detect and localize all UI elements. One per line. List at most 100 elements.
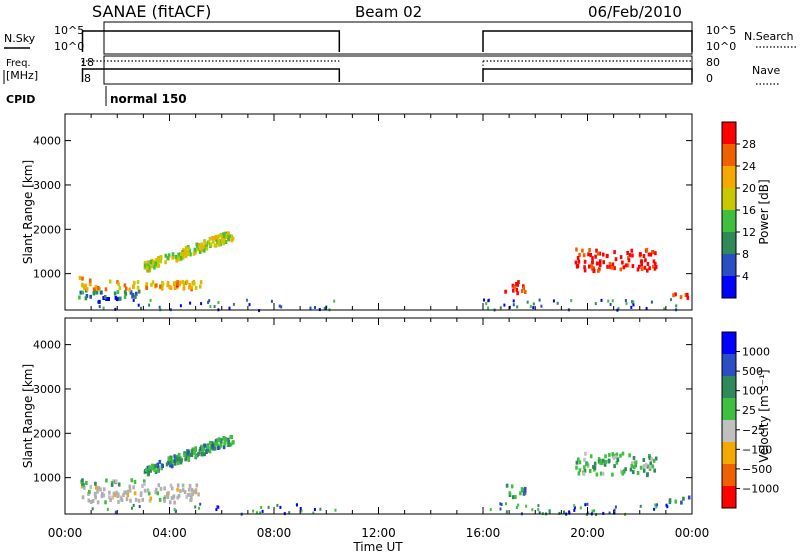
range-gate-cell (193, 247, 197, 252)
range-gate-cell (214, 235, 217, 240)
range-gate-cell (613, 266, 616, 271)
range-gate-cell (622, 265, 626, 270)
range-gate-cell (155, 283, 158, 288)
range-gate-cell (213, 305, 216, 308)
range-gate-cell (663, 307, 666, 311)
range-gate-cell (96, 500, 100, 505)
range-gate-cell (640, 267, 644, 272)
range-gate-cell (176, 282, 179, 286)
range-gate-cell (516, 291, 519, 296)
range-gate-cell (224, 233, 227, 238)
range-gate-cell (613, 508, 616, 512)
range-gate-cell (230, 234, 234, 239)
nave-tick-top: 80 (706, 56, 720, 69)
range-gate-cell (607, 299, 610, 303)
range-gate-cell (489, 508, 492, 512)
range-gate-cell (606, 264, 609, 269)
range-gate-cell (540, 304, 543, 308)
nsky-tick-bottom: 10^0 (54, 40, 84, 53)
range-gate-cell (563, 510, 565, 514)
range-gate-cell (190, 495, 193, 500)
range-gate-cell (97, 486, 101, 491)
range-gate-cell (89, 484, 92, 489)
range-gate-cell (609, 302, 612, 306)
range-gate-cell (581, 248, 584, 253)
range-gate-cell (123, 295, 127, 300)
range-gate-cell (170, 464, 174, 469)
cpid-value: normal 150 (110, 92, 187, 106)
range-gate-cell (229, 442, 233, 447)
range-gate-cell (505, 502, 507, 506)
range-gate-cell (603, 462, 607, 467)
range-gate-cell (483, 298, 485, 302)
range-gate-cell (105, 478, 108, 483)
range-gate-cell (523, 488, 527, 493)
range-gate-cell (177, 493, 181, 498)
range-gate-cell (81, 290, 85, 295)
range-gate-cell (197, 492, 200, 497)
range-gate-cell (589, 253, 593, 257)
range-gate-cell (112, 479, 115, 484)
range-gate-cell (94, 495, 97, 500)
freq-label-line1: Freq. (6, 58, 31, 69)
range-gate-cell (552, 299, 555, 303)
range-gate-cell (626, 263, 630, 268)
range-gate-cell (128, 488, 132, 493)
range-gate-cell (132, 284, 135, 289)
range-gate-cell (232, 440, 235, 445)
range-gate-cell (199, 450, 203, 455)
range-gate-cell (503, 303, 506, 307)
range-gate-cell (194, 286, 198, 290)
range-gate-cell (224, 240, 228, 244)
range-gate-cell (616, 458, 620, 462)
range-gate-cell (216, 235, 219, 240)
range-gate-cell (109, 498, 112, 503)
range-gate-cell (191, 492, 194, 497)
range-gate-cell (312, 511, 315, 515)
range-gate-cell (149, 298, 152, 302)
velocity-scatter-data (80, 435, 691, 517)
colorbar-tick-label: 16 (742, 204, 756, 217)
range-gate-cell (485, 302, 488, 306)
range-gate-cell (684, 293, 688, 297)
range-gate-cell (209, 305, 212, 308)
range-gate-cell (158, 497, 162, 502)
range-gate-cell (155, 487, 158, 492)
range-gate-cell (654, 251, 657, 256)
range-gate-cell (211, 443, 215, 448)
colorbar-segment (722, 276, 736, 298)
range-gate-cell (89, 294, 92, 299)
range-gate-cell (588, 248, 591, 252)
range-gate-cell (215, 442, 218, 447)
range-gate-cell (194, 488, 198, 493)
range-gate-cell (213, 446, 217, 451)
time-axis-ticks: 00:00 04:00 08:00 12:00 16:00 20:00 00:00 (48, 526, 710, 540)
range-gate-cell (167, 491, 170, 496)
range-gate-cell (624, 467, 627, 472)
range-gate-cell (227, 231, 230, 236)
range-gate-cell (270, 299, 273, 303)
range-gate-cell (168, 457, 171, 462)
range-gate-cell (646, 464, 650, 469)
range-gate-cell (646, 472, 649, 477)
range-gate-cell (524, 290, 527, 294)
range-gate-cell (201, 452, 204, 457)
range-gate-cell (584, 451, 587, 456)
colorbar-tick-label: −25 (742, 424, 765, 437)
range-gate-cell (583, 265, 586, 270)
range-gate-cell (206, 448, 210, 453)
range-gate-cell (115, 479, 118, 484)
range-gate-cell (217, 446, 220, 450)
range-gate-cell (633, 465, 636, 470)
nsearch-tick-bottom: 10^0 (706, 40, 736, 53)
y-tick-label: 2000 (33, 427, 61, 440)
cpid-label: CPID (6, 93, 35, 106)
range-gate-cell (608, 452, 611, 457)
range-gate-cell (219, 239, 222, 244)
range-gate-cell (299, 507, 302, 510)
range-gate-cell (102, 493, 105, 498)
range-gate-cell (591, 509, 594, 513)
range-gate-cell (204, 245, 207, 249)
range-gate-cell (159, 284, 162, 289)
range-gate-cell (604, 454, 607, 459)
